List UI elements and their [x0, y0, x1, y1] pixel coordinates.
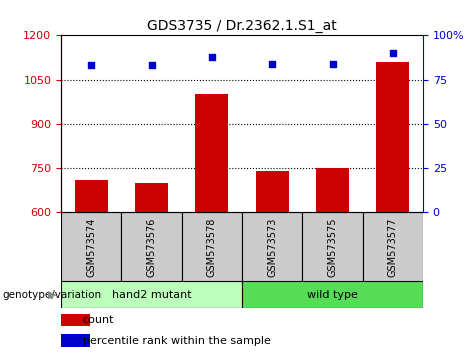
- Text: GSM573577: GSM573577: [388, 217, 398, 277]
- Bar: [363, 212, 423, 281]
- Text: hand2 mutant: hand2 mutant: [112, 290, 191, 300]
- Bar: [61, 212, 121, 281]
- Text: ▶: ▶: [48, 290, 56, 300]
- Bar: [242, 281, 423, 308]
- Point: [268, 61, 276, 67]
- Point: [87, 63, 95, 68]
- Text: GSM573576: GSM573576: [147, 217, 157, 276]
- Title: GDS3735 / Dr.2362.1.S1_at: GDS3735 / Dr.2362.1.S1_at: [147, 19, 337, 33]
- Bar: [256, 171, 289, 212]
- Point: [389, 50, 397, 56]
- Bar: [75, 180, 108, 212]
- Text: GSM573573: GSM573573: [267, 217, 277, 276]
- Text: GSM573578: GSM573578: [207, 217, 217, 276]
- Bar: [182, 212, 242, 281]
- Text: GSM573574: GSM573574: [86, 217, 96, 276]
- Bar: [121, 212, 182, 281]
- Bar: [61, 334, 90, 347]
- Bar: [61, 281, 242, 308]
- Text: count: count: [83, 315, 114, 325]
- Bar: [302, 212, 363, 281]
- Bar: [135, 183, 168, 212]
- Bar: [376, 62, 409, 212]
- Point: [329, 61, 337, 67]
- Text: percentile rank within the sample: percentile rank within the sample: [83, 336, 271, 346]
- Text: genotype/variation: genotype/variation: [2, 290, 102, 300]
- Bar: [196, 93, 228, 212]
- Bar: [242, 212, 302, 281]
- Text: wild type: wild type: [307, 290, 358, 300]
- Bar: [61, 314, 90, 326]
- Bar: [316, 168, 349, 212]
- Text: GSM573575: GSM573575: [328, 217, 337, 277]
- Point: [208, 54, 216, 59]
- Point: [148, 63, 155, 68]
